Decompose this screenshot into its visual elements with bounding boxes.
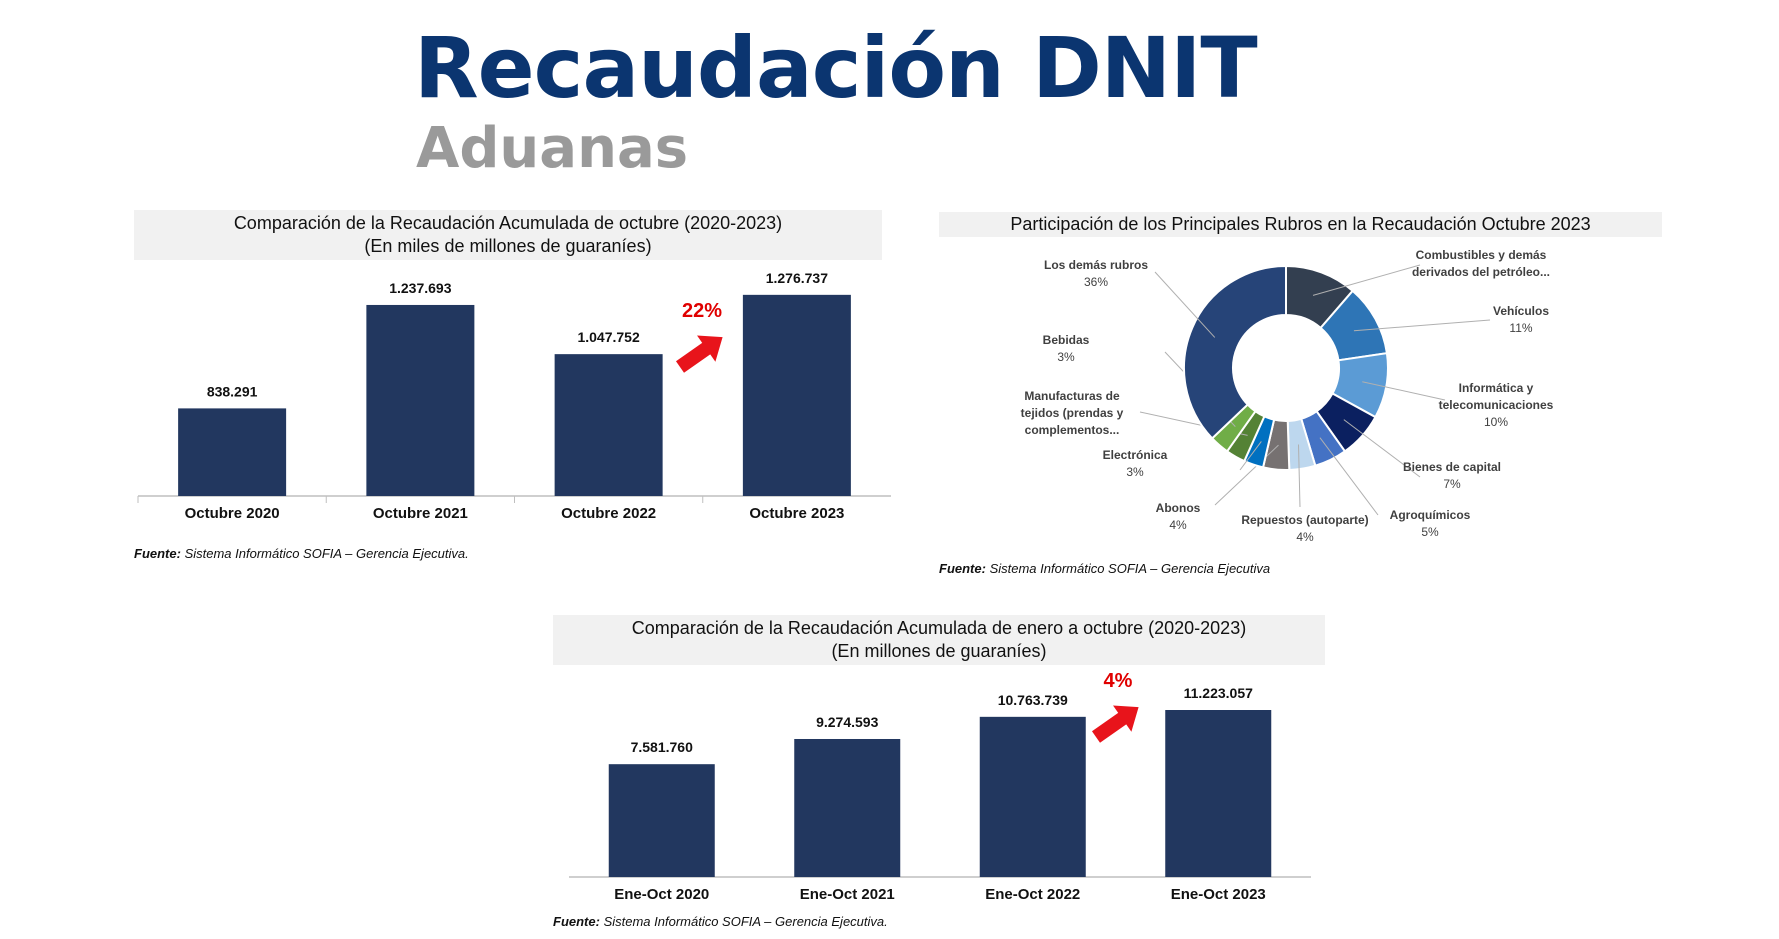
slice-label: Vehículos 11%	[1493, 303, 1549, 337]
data-label: 10.763.739	[998, 692, 1068, 708]
slice-percent: 10%	[1483, 415, 1509, 429]
data-label: 7.581.760	[631, 739, 693, 755]
chart1-title: Comparación de la Recaudación Acumulada …	[233, 213, 783, 233]
source-label: Fuente:	[939, 561, 986, 576]
category-label: Ene-Oct 2020	[614, 886, 709, 903]
bar	[608, 764, 715, 877]
growth-annotation: 4%	[1104, 670, 1133, 692]
chart2-source: Fuente: Sistema Informático SOFIA – Gere…	[939, 561, 1270, 576]
slice-label-text: Repuestos (autoparte)	[1241, 513, 1369, 527]
leader-line	[1154, 271, 1216, 338]
chart3-source: Fuente: Sistema Informático SOFIA – Gere…	[553, 914, 888, 929]
source-text: Sistema Informático SOFIA – Gerencia Eje…	[985, 561, 1271, 576]
slice-label-text: Bebidas	[1042, 333, 1090, 347]
slice-percent: 4%	[1296, 530, 1314, 544]
bar	[794, 738, 901, 877]
source-label: Fuente:	[553, 914, 600, 929]
slice-label-text: Electrónica	[1102, 448, 1168, 462]
slice-label: Bienes de capital 7%	[1403, 459, 1501, 493]
chart2-title-box: Participación de los Principales Rubros …	[939, 212, 1662, 237]
chart3-title-box: Comparación de la Recaudación Acumulada …	[553, 615, 1325, 665]
slice-label: Abonos 4%	[1156, 500, 1201, 534]
leader-line	[1312, 264, 1421, 296]
growth-annotation: 22%	[682, 300, 722, 322]
slice-label-text: telecomunicaciones	[1438, 398, 1554, 412]
data-label: 11.223.057	[1184, 685, 1254, 701]
data-label: 1.047.752	[577, 329, 639, 345]
slice-label-text: Vehículos	[1492, 304, 1550, 318]
chart1-title-box: Comparación de la Recaudación Acumulada …	[134, 210, 882, 260]
source-text: Sistema Informático SOFIA – Gerencia Eje…	[180, 546, 469, 561]
bar	[979, 716, 1086, 877]
slice-label: Manufacturas de tejidos (prendas y complem…	[1021, 388, 1124, 439]
slice-label: Electrónica 3%	[1103, 447, 1168, 481]
slice-label: Repuestos (autoparte) 4%	[1241, 512, 1368, 546]
chart2-title: Participación de los Principales Rubros …	[1010, 214, 1591, 234]
growth-arrow-icon	[675, 335, 723, 373]
source-label: Fuente:	[134, 546, 181, 561]
bar	[1165, 710, 1272, 877]
bar	[742, 294, 851, 496]
slice-label: Informática y telecomunicaciones 10%	[1439, 380, 1554, 431]
leader-line	[1362, 381, 1446, 401]
slice-percent: 5%	[1421, 525, 1439, 539]
leader-line	[1319, 437, 1379, 516]
page-subtitle: Aduanas	[416, 116, 689, 181]
slice-percent: 11%	[1509, 321, 1533, 335]
bar	[554, 354, 663, 496]
slice-percent: 4%	[1169, 518, 1187, 532]
slice-percent: 7%	[1443, 477, 1461, 491]
category-label: Ene-Oct 2021	[800, 886, 895, 903]
slice-label-text: Agroquímicos	[1389, 508, 1471, 522]
donut-slice	[1183, 264, 1287, 440]
bar	[178, 408, 287, 496]
category-label: Octubre 2023	[749, 505, 844, 522]
slice-label-text: derivados del petróleo...	[1411, 265, 1551, 279]
slice-label-text: Combustibles y demás	[1415, 248, 1547, 262]
data-label: 9.274.593	[816, 714, 878, 730]
data-label: 838.291	[207, 383, 258, 399]
data-label: 1.276.737	[766, 270, 828, 286]
slice-label: Bebidas 3%	[1043, 332, 1090, 366]
leader-line	[1214, 444, 1279, 506]
category-label: Ene-Oct 2023	[1171, 886, 1266, 903]
category-label: Octubre 2022	[561, 505, 656, 522]
slice-label-text: complementos...	[1024, 423, 1120, 437]
slice-label: Los demás rubros 36%	[1044, 257, 1148, 291]
page-title: Recaudación DNIT	[414, 19, 1258, 117]
leader-line	[1239, 441, 1262, 471]
chart1-source: Fuente: Sistema Informático SOFIA – Gere…	[134, 546, 469, 561]
slice-percent: 3%	[1057, 350, 1075, 364]
category-label: Octubre 2020	[185, 505, 280, 522]
slice-label-text: Informática y	[1458, 381, 1534, 395]
source-text: Sistema Informático SOFIA – Gerencia Eje…	[599, 914, 888, 929]
slice-percent: 3%	[1126, 465, 1144, 479]
chart1-subtitle: (En miles de millones de guaraníes)	[364, 236, 652, 256]
data-label: 1.237.693	[389, 280, 451, 296]
slice-label: Combustibles y demás derivados del petról…	[1412, 247, 1550, 281]
leader-line	[1343, 419, 1421, 478]
leader-line	[1297, 444, 1301, 508]
slice-label-text: tejidos (prendas y	[1020, 406, 1124, 420]
slice-label-text: Abonos	[1155, 501, 1201, 515]
chart3-title: Comparación de la Recaudación Acumulada …	[631, 618, 1247, 638]
bar	[366, 304, 475, 496]
slice-label-text: Bienes de capital	[1402, 460, 1502, 474]
category-label: Octubre 2021	[373, 505, 468, 522]
slice-label-text: Manufacturas de	[1024, 389, 1120, 403]
chart3-subtitle: (En millones de guaraníes)	[831, 641, 1047, 661]
category-label: Ene-Oct 2022	[985, 886, 1080, 903]
slice-label: Agroquímicos 5%	[1390, 507, 1471, 541]
slice-label-text: Los demás rubros	[1043, 258, 1149, 272]
growth-arrow-icon	[1091, 705, 1139, 743]
slice-percent: 36%	[1083, 275, 1109, 289]
leader-line	[1353, 319, 1491, 332]
